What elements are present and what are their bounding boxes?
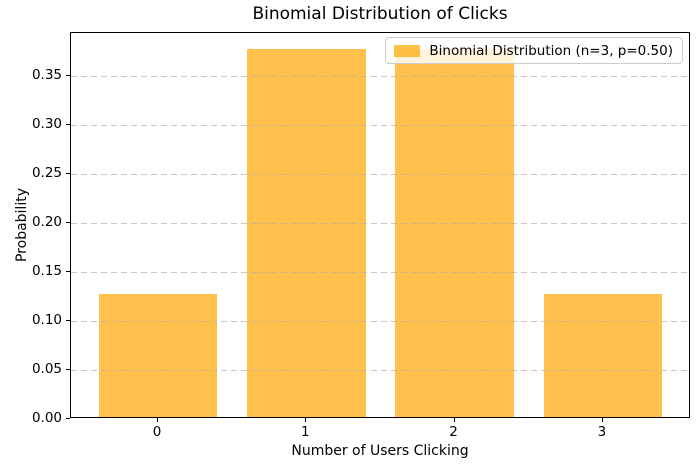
y-tick-mark — [66, 368, 70, 370]
gridline — [71, 222, 689, 224]
y-tick-label: 0.25 — [31, 164, 62, 181]
y-tick-label: 0.20 — [31, 213, 62, 230]
x-tick-mark — [601, 418, 603, 422]
bar — [395, 49, 514, 417]
y-tick-mark — [66, 221, 70, 223]
gridline — [71, 75, 689, 77]
y-tick-label: 0.00 — [31, 410, 62, 426]
y-tick-mark — [66, 123, 70, 125]
gridline — [71, 173, 689, 175]
legend: Binomial Distribution (n=3, p=0.50) — [385, 37, 683, 64]
x-tick-mark — [157, 418, 158, 422]
y-tick-label: 0.15 — [31, 262, 62, 279]
x-tick-label: 2 — [449, 424, 458, 440]
x-tick-mark — [453, 418, 455, 422]
x-tick-label: 0 — [152, 424, 162, 440]
y-tick-mark — [66, 319, 70, 321]
bar — [246, 49, 366, 417]
bar — [543, 294, 663, 417]
gridline — [71, 271, 689, 273]
x-tick-mark — [305, 418, 307, 422]
y-tick-label: 0.35 — [31, 66, 62, 83]
chart-title: Binomial Distribution of Clicks — [252, 4, 508, 24]
y-tick-label: 0.05 — [31, 360, 62, 377]
y-tick-label: 0.10 — [31, 311, 62, 328]
plot-area: Binomial Distribution (n=3, p=0.50) — [70, 32, 690, 418]
y-tick-mark — [66, 270, 70, 272]
gridline — [71, 320, 689, 322]
y-tick-label: 0.30 — [31, 115, 62, 132]
legend-label: Binomial Distribution (n=3, p=0.50) — [429, 42, 673, 59]
x-tick-label: 3 — [597, 424, 607, 440]
legend-swatch-icon — [394, 44, 421, 57]
bar — [98, 294, 218, 417]
gridline — [71, 369, 689, 371]
y-tick-mark — [66, 172, 70, 174]
gridline — [71, 124, 689, 126]
y-tick-mark — [66, 418, 70, 419]
x-tick-label: 1 — [301, 424, 310, 440]
y-tick-mark — [66, 74, 70, 76]
x-axis-label: Number of Users Clicking — [291, 443, 469, 459]
